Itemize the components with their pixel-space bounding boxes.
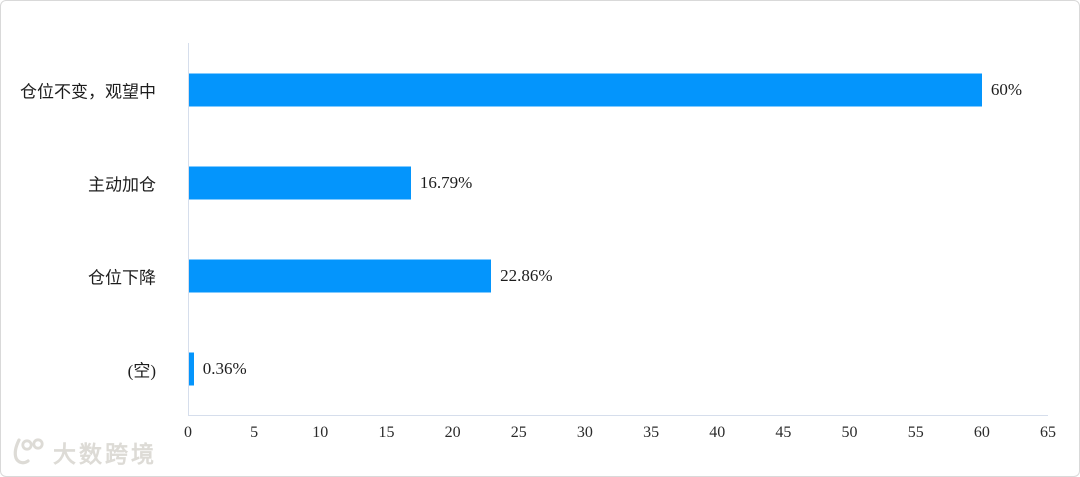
x-tick-label: 40: [709, 424, 726, 441]
value-label: 16.79%: [419, 172, 473, 192]
category-label: 仓位不变，观望中: [20, 82, 156, 102]
bar-row: 0.36%: [189, 322, 1048, 415]
x-tick-label: 0: [184, 424, 192, 441]
x-tick-label: 60: [973, 424, 990, 441]
x-tick-label: 45: [775, 424, 792, 441]
bar: [189, 259, 492, 292]
watermark-text: 大数跨境: [53, 441, 157, 467]
value-label: 60%: [990, 79, 1023, 99]
x-tick-label: 20: [444, 424, 461, 441]
x-tick-label: 55: [907, 424, 924, 441]
category-label: 主动加仓: [88, 175, 156, 195]
x-tick-label: 15: [378, 424, 395, 441]
x-tick-label: 65: [1040, 424, 1056, 441]
y-axis-category-labels: 仓位不变，观望中主动加仓仓位下降 (空): [1, 43, 172, 416]
x-tick-label: 5: [250, 424, 259, 441]
category-label: 仓位下降: [88, 268, 156, 288]
bar: [189, 352, 194, 385]
watermark: 大数跨境: [9, 435, 157, 469]
x-tick-label: 30: [576, 424, 593, 441]
x-tick-label: 35: [643, 424, 660, 441]
x-tick-label: 50: [841, 424, 858, 441]
smiley-100-logo-icon: [9, 436, 49, 468]
bar-row: 16.79%: [189, 136, 1048, 229]
bar: [189, 166, 411, 199]
value-label: 22.86%: [500, 265, 553, 285]
category-label: (空): [127, 361, 156, 381]
bar-row: 22.86%: [189, 229, 1048, 322]
bar: [189, 73, 982, 106]
x-axis: 0 5 10 15 20 25 30 35 40 45 50 55 60 65: [184, 424, 1056, 446]
bar-row: 60%: [189, 43, 1048, 136]
value-label: 0.36%: [202, 358, 247, 378]
plot-area: 60% 16.79% 22.86% 0.36%: [188, 43, 1048, 416]
x-tick-label: 25: [510, 424, 527, 441]
x-tick-label: 10: [312, 424, 329, 441]
